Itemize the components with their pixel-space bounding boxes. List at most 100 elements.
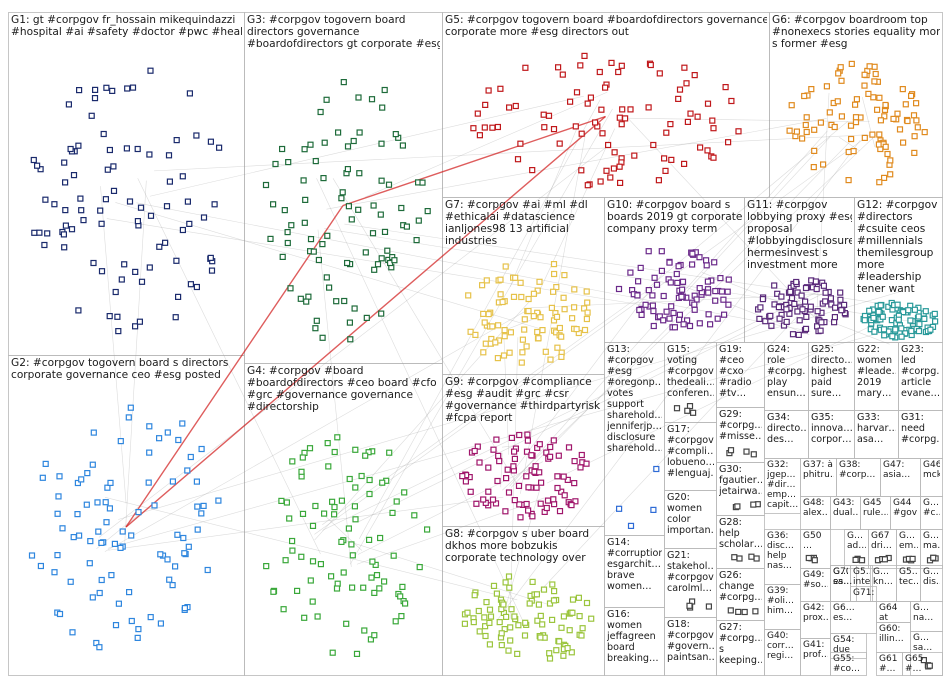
node xyxy=(348,216,355,223)
node xyxy=(87,537,94,545)
node xyxy=(686,602,693,609)
node xyxy=(287,285,294,292)
node xyxy=(828,301,835,308)
node xyxy=(892,326,899,333)
node xyxy=(877,302,884,309)
edge xyxy=(628,118,819,322)
node xyxy=(581,326,589,334)
node xyxy=(186,90,193,97)
node xyxy=(97,207,104,214)
node xyxy=(802,121,809,129)
node xyxy=(361,627,368,634)
node xyxy=(320,175,327,182)
node xyxy=(187,281,194,288)
node xyxy=(920,656,928,664)
node xyxy=(487,613,495,620)
node xyxy=(373,571,381,579)
group-label-g39: G39: #oli… him… xyxy=(767,586,795,616)
group-label-g47: G47: asia… xyxy=(883,460,911,480)
node xyxy=(532,463,539,470)
node xyxy=(156,435,163,442)
node xyxy=(753,555,760,562)
node xyxy=(831,304,839,311)
group-box-g58 xyxy=(920,496,943,530)
node xyxy=(546,655,554,662)
node xyxy=(831,123,838,131)
node xyxy=(667,120,674,128)
node xyxy=(86,560,93,567)
node xyxy=(805,554,812,562)
node xyxy=(861,317,868,324)
node xyxy=(537,500,544,507)
node xyxy=(314,613,321,620)
node xyxy=(371,266,378,273)
node xyxy=(369,230,377,237)
node xyxy=(668,156,675,163)
node xyxy=(803,313,810,320)
node xyxy=(279,145,286,153)
node xyxy=(510,463,517,470)
node xyxy=(550,437,557,444)
node xyxy=(319,334,326,341)
node xyxy=(174,531,181,538)
node xyxy=(96,589,103,597)
node xyxy=(558,624,565,631)
node xyxy=(70,533,77,541)
node xyxy=(145,479,152,486)
node xyxy=(616,179,624,186)
node xyxy=(838,113,846,120)
node xyxy=(389,509,396,516)
node xyxy=(392,618,399,625)
node xyxy=(573,89,581,96)
node xyxy=(365,449,372,456)
edge-highlight xyxy=(125,115,606,528)
node xyxy=(464,609,471,616)
node xyxy=(186,220,193,227)
node xyxy=(399,142,406,149)
node xyxy=(355,206,362,213)
node xyxy=(91,86,99,94)
node xyxy=(338,195,345,202)
node xyxy=(75,86,83,94)
node xyxy=(822,298,829,305)
node xyxy=(166,576,173,583)
node xyxy=(876,131,883,138)
node xyxy=(550,587,558,595)
node xyxy=(415,217,422,224)
group-label-g20: G20: women color importan… xyxy=(667,492,714,536)
node xyxy=(645,248,652,255)
node xyxy=(618,62,625,69)
node xyxy=(74,511,81,518)
node xyxy=(663,308,670,315)
node xyxy=(560,652,567,659)
node xyxy=(583,599,591,607)
node xyxy=(876,94,883,101)
node xyxy=(42,460,49,467)
node xyxy=(847,122,855,129)
node xyxy=(653,465,660,473)
node xyxy=(325,463,332,470)
node xyxy=(358,472,365,480)
node xyxy=(352,484,359,491)
node xyxy=(348,541,355,548)
node xyxy=(204,566,211,574)
group-box-g55 xyxy=(830,652,867,676)
node xyxy=(184,198,191,205)
node xyxy=(118,276,125,283)
node xyxy=(899,85,906,93)
node xyxy=(321,139,328,146)
edge xyxy=(357,293,823,523)
node xyxy=(528,452,535,459)
group-label-g17: G17: #corpgov #compli… lobueno… #lenguaj… xyxy=(667,424,714,479)
node xyxy=(125,588,133,596)
node xyxy=(881,113,888,120)
node xyxy=(680,321,687,328)
node xyxy=(731,554,738,561)
node xyxy=(313,317,320,324)
node xyxy=(360,584,367,591)
node xyxy=(555,452,562,459)
node xyxy=(660,317,667,324)
node xyxy=(911,149,918,156)
node xyxy=(649,292,656,299)
node xyxy=(803,128,810,136)
